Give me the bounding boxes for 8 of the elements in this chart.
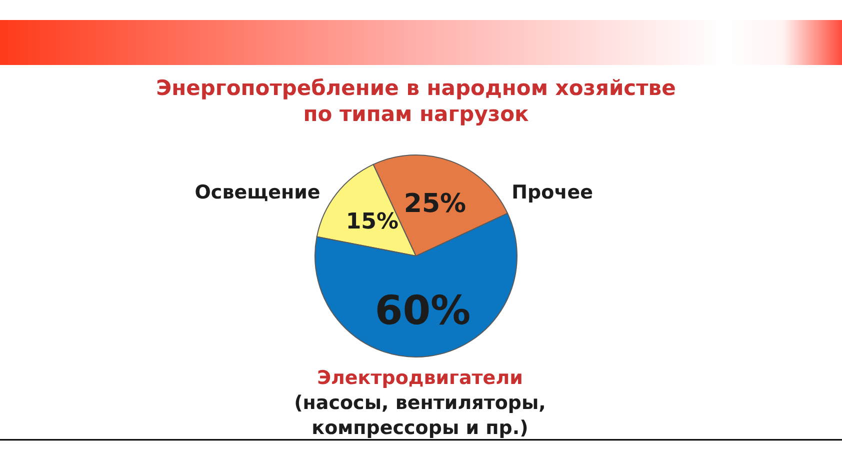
- data-label: 25%: [404, 188, 466, 219]
- data-label: 60%: [374, 288, 471, 334]
- slice-label: Прочее: [512, 181, 594, 204]
- chart-title: Энергопотребление в народном хозяйстве по типам нагрузок: [156, 76, 676, 126]
- slice-label: Электродвигатели: [317, 367, 523, 389]
- data-label: 15%: [346, 209, 399, 234]
- slice-label: Освещение: [194, 181, 320, 204]
- text: (насосы, вентиляторы, компрессоры и пр.): [294, 392, 546, 439]
